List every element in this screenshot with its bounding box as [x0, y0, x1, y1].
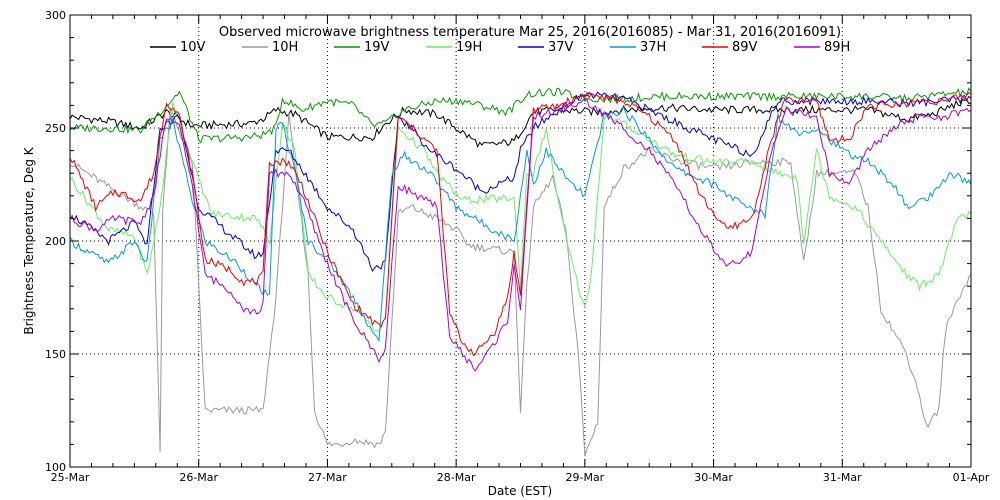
legend-label-89h: 89H [824, 40, 850, 55]
y-tick-label: 250 [45, 122, 66, 135]
legend-label-10h: 10H [272, 40, 298, 55]
x-tick-label: 31-Mar [823, 471, 862, 484]
x-tick-label: 25-Mar [51, 471, 90, 484]
series-line-89h [69, 97, 972, 372]
y-axis-title: Brightness Temperature, Deg K [22, 146, 36, 334]
x-tick-label: 28-Mar [437, 471, 476, 484]
legend-label-19h: 19H [456, 40, 482, 55]
series-lines [69, 87, 972, 457]
chart-title: Observed microwave brightness temperatur… [219, 25, 841, 40]
legend: 10V 10H 19V 19H 37V 37H 89V 89H [150, 40, 850, 55]
axes: 25-Mar 26-Mar 27-Mar 28-Mar 29-Mar 30-Mar 31-M… [45, 9, 990, 484]
legend-label-19v: 19V [364, 40, 390, 55]
series-line-89v [69, 91, 972, 357]
x-tick-label: 26-Mar [179, 471, 218, 484]
legend-label-37v: 37V [548, 40, 574, 55]
x-tick-label: 29-Mar [565, 471, 604, 484]
grid-lines [70, 15, 971, 467]
x-tick-label: 27-Mar [308, 471, 347, 484]
legend-label-89v: 89V [732, 40, 758, 55]
series-line-37v [69, 91, 972, 273]
y-tick-label: 300 [45, 9, 66, 22]
y-tick-label: 200 [45, 235, 66, 248]
series-line-19h [69, 102, 972, 333]
x-tick-label: 01-Apr [953, 471, 990, 484]
y-tick-label: 100 [45, 461, 66, 474]
series-line-10v [69, 98, 972, 149]
series-line-37h [69, 106, 972, 343]
y-tick-label: 150 [45, 348, 66, 361]
series-line-10h [69, 106, 972, 457]
x-tick-label: 30-Mar [694, 471, 733, 484]
series-line-19v [69, 87, 972, 144]
x-axis-title: Date (EST) [488, 484, 552, 498]
legend-label-37h: 37H [640, 40, 666, 55]
legend-label-10v: 10V [180, 40, 206, 55]
